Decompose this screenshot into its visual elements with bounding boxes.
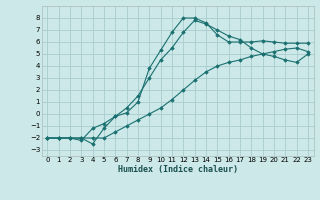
X-axis label: Humidex (Indice chaleur): Humidex (Indice chaleur) [118, 165, 237, 174]
